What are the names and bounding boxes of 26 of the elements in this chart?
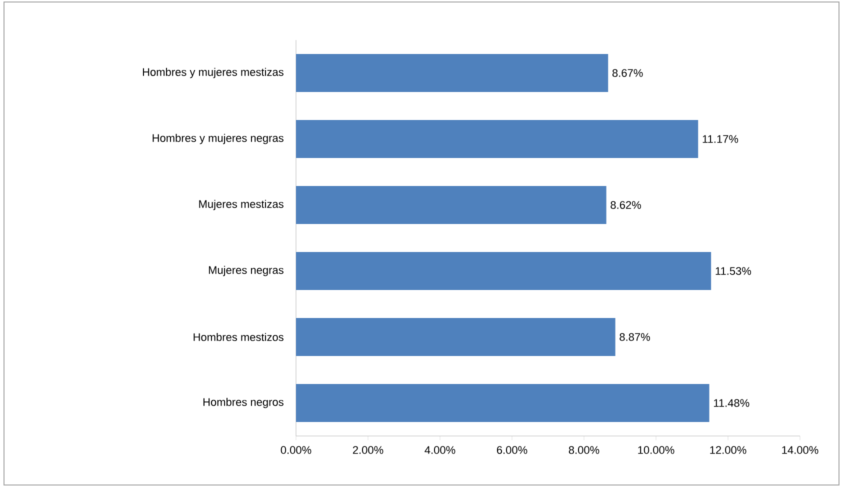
bar xyxy=(296,186,606,224)
x-tick-label: 8.00% xyxy=(568,446,600,454)
bar xyxy=(296,120,698,158)
bar xyxy=(296,318,616,356)
y-tick-label: Hombres y mujeres mestizas xyxy=(142,68,284,78)
y-tick-label: Hombres mestizos xyxy=(194,332,284,342)
data-label: 8.62% xyxy=(610,201,641,209)
data-label: 11.17% xyxy=(702,135,738,143)
bar xyxy=(296,54,608,92)
y-tick-label: Mujeres mestizas xyxy=(199,200,284,210)
bar xyxy=(296,384,710,422)
y-tick-label: Mujeres negras xyxy=(208,266,284,276)
y-tick-label: Hombres negros xyxy=(203,398,284,408)
x-tick-label: 2.00% xyxy=(352,446,384,454)
data-label: 11.53% xyxy=(716,267,752,275)
data-label: 11.48% xyxy=(714,399,750,407)
x-tick-label: 4.00% xyxy=(424,446,456,454)
bar xyxy=(296,252,712,290)
x-tick-label: 12.00% xyxy=(710,446,746,454)
x-tick-label: 6.00% xyxy=(496,446,528,454)
y-tick-label: Hombres y mujeres negras xyxy=(152,134,284,144)
x-tick-label: 14.00% xyxy=(782,446,818,454)
x-tick-label: 0.00% xyxy=(280,446,312,454)
x-tick-label: 10.00% xyxy=(638,446,674,454)
data-label: 8.87% xyxy=(620,333,650,341)
data-label: 8.67% xyxy=(612,69,643,77)
